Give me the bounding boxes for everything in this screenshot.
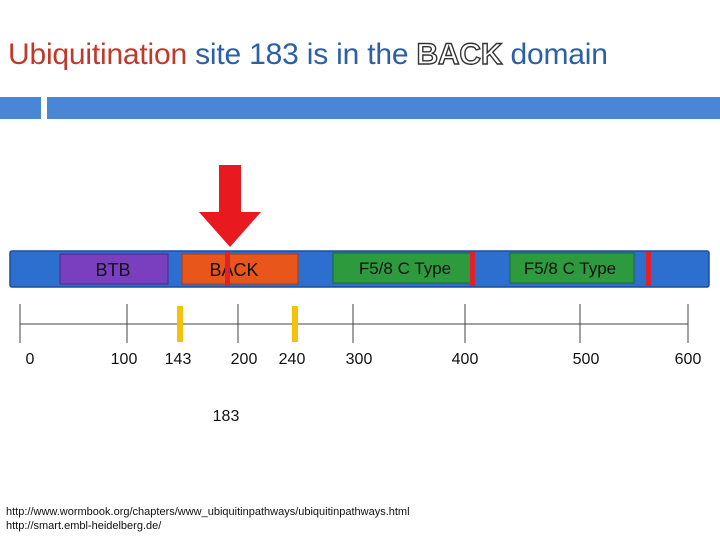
tick-label-0: 0 [26, 351, 35, 368]
header-rule-right [47, 97, 720, 119]
red-site-marker [646, 252, 651, 286]
page-title: Ubiquitination site 183 is in the BACK d… [8, 37, 720, 72]
title-word-ubiquitination: Ubiquitination [8, 38, 187, 71]
tick-label-400: 400 [452, 351, 479, 368]
reference-link-smart[interactable]: http://smart.embl-heidelberg.de/ [6, 520, 162, 532]
title-middle: site 183 is in the [187, 38, 417, 71]
title-end: domain [502, 38, 608, 71]
domain-label-back: BACK [209, 260, 258, 280]
domain-f58-2 [509, 252, 635, 284]
red-arrow-down-icon [199, 212, 261, 247]
domain-btb [59, 253, 169, 285]
yellow-site-marker [292, 306, 298, 342]
tick-label-100: 100 [111, 351, 138, 368]
tick-label-600: 600 [675, 351, 702, 368]
domain-label-f58-1: F5/8 C Type [359, 259, 451, 278]
red-site-marker [225, 252, 230, 286]
domain-back [181, 253, 299, 285]
tick-label-500: 500 [573, 351, 600, 368]
title-word-back: BACK [416, 37, 503, 71]
reference-link-wormbook[interactable]: http://www.wormbook.org/chapters/www_ubi… [6, 506, 410, 518]
references: http://www.wormbook.org/chapters/www_ubi… [6, 505, 410, 533]
red-arrow-shaft [219, 165, 241, 213]
site-label-183: 183 [213, 408, 240, 425]
tick-label-300: 300 [346, 351, 373, 368]
tick-label-240: 240 [279, 351, 306, 368]
domain-label-btb: BTB [95, 260, 130, 280]
tick-label-143: 143 [165, 351, 192, 368]
domain-label-f58-2: F5/8 C Type [524, 259, 616, 278]
header-rule-left [0, 97, 41, 119]
red-site-marker [470, 252, 475, 286]
yellow-site-marker [177, 306, 183, 342]
tick-label-200: 200 [231, 351, 258, 368]
